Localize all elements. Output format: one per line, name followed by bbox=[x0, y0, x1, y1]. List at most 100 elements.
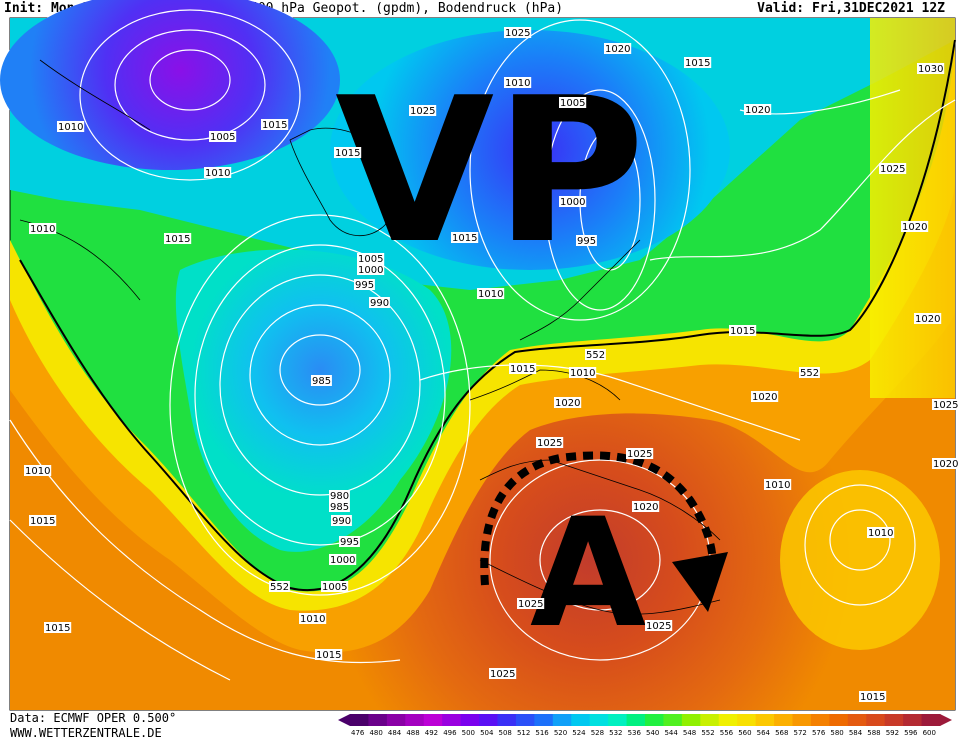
colorbar-swatch bbox=[386, 714, 406, 726]
colorbar-swatch bbox=[700, 714, 720, 726]
isobar-label-bg bbox=[164, 233, 192, 244]
isobar-label: 1015 bbox=[685, 58, 710, 69]
isobar-label: 980 bbox=[330, 491, 349, 502]
isobar-label: 1015 bbox=[165, 234, 190, 245]
arrow-head-icon bbox=[672, 552, 728, 612]
colorbar-arrow-left-icon bbox=[338, 714, 350, 726]
colorbar-swatch bbox=[405, 714, 425, 726]
isobar-label: 1010 bbox=[30, 224, 55, 235]
colorbar-swatch bbox=[718, 714, 738, 726]
colorbar-label: 512 bbox=[517, 729, 530, 737]
colorbar-label: 580 bbox=[830, 729, 843, 737]
colorbar-swatch bbox=[903, 714, 923, 726]
colorbar-swatch bbox=[552, 714, 572, 726]
isobar-label-bg bbox=[57, 121, 85, 132]
isobar-label-bg bbox=[29, 223, 57, 234]
isobars bbox=[9, 9, 956, 681]
isobar-label-bg bbox=[914, 313, 942, 324]
isobar-label: 995 bbox=[577, 236, 596, 247]
colorbar-label: 532 bbox=[609, 729, 622, 737]
isobar-label: 1025 bbox=[410, 106, 435, 117]
isobar-label: 1030 bbox=[918, 64, 943, 75]
isobar-label-bg bbox=[554, 397, 582, 408]
isobar-label-bg bbox=[504, 27, 532, 38]
isobar-label-bg bbox=[339, 536, 360, 547]
isobar-label: 1010 bbox=[300, 614, 325, 625]
isobar-label: 1015 bbox=[45, 623, 70, 634]
colorbar-label: 496 bbox=[443, 729, 457, 737]
isobar-label: 1015 bbox=[335, 148, 360, 159]
isobar-label: 1015 bbox=[30, 516, 55, 527]
isobar-label: 1020 bbox=[745, 105, 770, 116]
a-label: A bbox=[530, 487, 646, 661]
isobar-label: 1010 bbox=[205, 168, 230, 179]
colorbar-label: 484 bbox=[388, 729, 402, 737]
contour-552 bbox=[19, 39, 956, 592]
colorbar-label: 552 bbox=[701, 729, 714, 737]
isobar-label: 1015 bbox=[860, 692, 885, 703]
isobar-label-bg bbox=[799, 367, 820, 378]
isobar-label-bg bbox=[517, 598, 545, 609]
colorbar: 476 480 484 488 492 496 500 504 508 512 516 520 524 5… bbox=[338, 714, 952, 737]
isobar-label: 1010 bbox=[765, 480, 790, 491]
colorbar-swatch bbox=[884, 714, 904, 726]
isobar-label: 1015 bbox=[452, 233, 477, 244]
site-url: WWW.WETTERZENTRALE.DE bbox=[10, 726, 162, 740]
isobar-label-bg bbox=[867, 527, 895, 538]
colorbar-arrow-right-icon bbox=[940, 714, 952, 726]
isobar-label: 1025 bbox=[627, 449, 652, 460]
isobar-label-bg bbox=[632, 501, 660, 512]
colorbar-swatch bbox=[755, 714, 775, 726]
isobar-label-bg bbox=[357, 264, 385, 275]
colorbar-swatch bbox=[774, 714, 793, 726]
isobar-label-bg bbox=[321, 581, 349, 592]
isobar-label-bg bbox=[879, 163, 907, 174]
isobar-label: 1025 bbox=[537, 438, 562, 449]
colorbar-label: 596 bbox=[904, 729, 918, 737]
colorbar-label: 568 bbox=[775, 729, 788, 737]
atlantic-trough bbox=[175, 249, 452, 552]
isobar-label-bg bbox=[261, 119, 289, 130]
isobar-label: 1015 bbox=[510, 364, 535, 375]
colorbar-label: 516 bbox=[535, 729, 549, 737]
isobar-label: 1025 bbox=[880, 164, 905, 175]
colorbar-label: 536 bbox=[628, 729, 642, 737]
isobar-label: 995 bbox=[340, 537, 359, 548]
colorbar-label: 592 bbox=[886, 729, 899, 737]
colorbar-swatch bbox=[663, 714, 683, 726]
colorbar-swatch bbox=[589, 714, 609, 726]
isobar-label-bg bbox=[576, 235, 597, 246]
isobar-label: 1000 bbox=[358, 265, 383, 276]
isobar-label: 1020 bbox=[933, 459, 958, 470]
colorbar-swatch bbox=[810, 714, 830, 726]
colorbar-label: 544 bbox=[664, 729, 678, 737]
isobar-label-bg bbox=[901, 221, 929, 232]
colorbar-swatch bbox=[829, 714, 849, 726]
colorbar-label: 504 bbox=[480, 729, 494, 737]
isobar-label-bg bbox=[451, 232, 479, 243]
isobar-label-bg bbox=[477, 288, 505, 299]
colorbar-swatch bbox=[368, 714, 388, 726]
isobar-label: 1010 bbox=[868, 528, 893, 539]
isobar-label: 1000 bbox=[560, 197, 585, 208]
isobar-label: 1010 bbox=[570, 368, 595, 379]
isobar-label: 1025 bbox=[933, 400, 958, 411]
colorbar-label: 540 bbox=[646, 729, 659, 737]
isobar-label-bg bbox=[751, 391, 779, 402]
isobar-label: 1025 bbox=[490, 669, 515, 680]
isobar-label-bg bbox=[329, 554, 357, 565]
colorbar-swatch bbox=[423, 714, 443, 726]
isobar-label-bg bbox=[409, 105, 437, 116]
colorbar-label: 476 bbox=[351, 729, 365, 737]
isobar-label-bg bbox=[585, 349, 606, 360]
isobar-label: 1005 bbox=[358, 254, 383, 265]
vp-label: VP bbox=[335, 55, 645, 288]
isobar-label-bg bbox=[744, 104, 772, 115]
isobar-label: 1025 bbox=[505, 28, 530, 39]
colorbar-label: 500 bbox=[462, 729, 475, 737]
colorbar-label: 564 bbox=[757, 729, 771, 737]
colorbar-label: 548 bbox=[683, 729, 696, 737]
isobar-label-bg bbox=[684, 57, 712, 68]
isobar-label-layer: 1025 1020 1015 1030 1010 1005 1015 1025 1015 1005… bbox=[24, 27, 959, 703]
isobar-label: 1020 bbox=[605, 44, 630, 55]
